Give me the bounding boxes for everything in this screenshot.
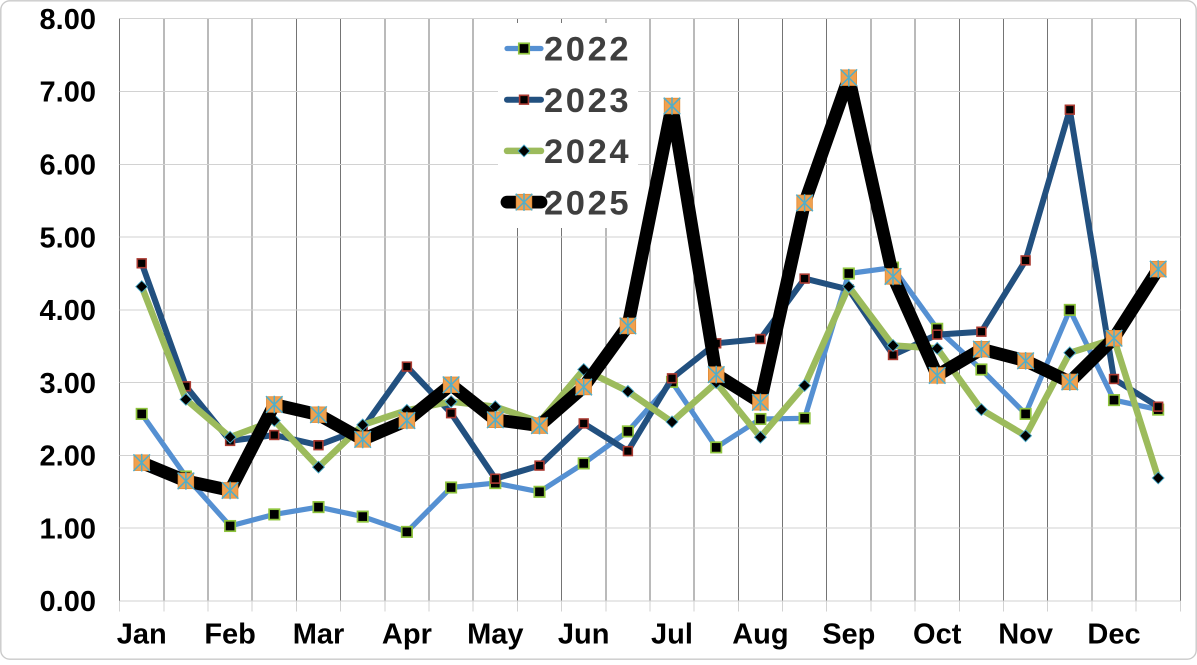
svg-text:Aug: Aug: [732, 619, 788, 651]
svg-text:8.00: 8.00: [40, 4, 96, 36]
svg-text:2023: 2023: [544, 82, 631, 120]
svg-text:Jul: Jul: [651, 619, 693, 651]
svg-text:Mar: Mar: [293, 619, 345, 651]
svg-text:2.00: 2.00: [40, 441, 96, 473]
svg-text:3.00: 3.00: [40, 368, 96, 400]
svg-text:Jan: Jan: [117, 619, 167, 651]
svg-text:4.00: 4.00: [40, 295, 96, 327]
svg-text:5.00: 5.00: [40, 222, 96, 254]
svg-text:Oct: Oct: [913, 619, 962, 651]
svg-text:Apr: Apr: [382, 619, 432, 651]
svg-text:2025: 2025: [544, 184, 631, 222]
svg-text:Sep: Sep: [822, 619, 875, 651]
svg-text:2024: 2024: [544, 133, 631, 171]
svg-text:0.00: 0.00: [40, 586, 96, 618]
svg-text:7.00: 7.00: [40, 77, 96, 109]
svg-text:Nov: Nov: [998, 619, 1053, 651]
svg-text:2022: 2022: [544, 31, 631, 69]
svg-text:Dec: Dec: [1087, 619, 1140, 651]
svg-text:6.00: 6.00: [40, 150, 96, 182]
svg-text:May: May: [467, 619, 523, 651]
svg-text:Feb: Feb: [204, 619, 256, 651]
svg-text:1.00: 1.00: [40, 513, 96, 545]
svg-text:Jun: Jun: [558, 619, 610, 651]
